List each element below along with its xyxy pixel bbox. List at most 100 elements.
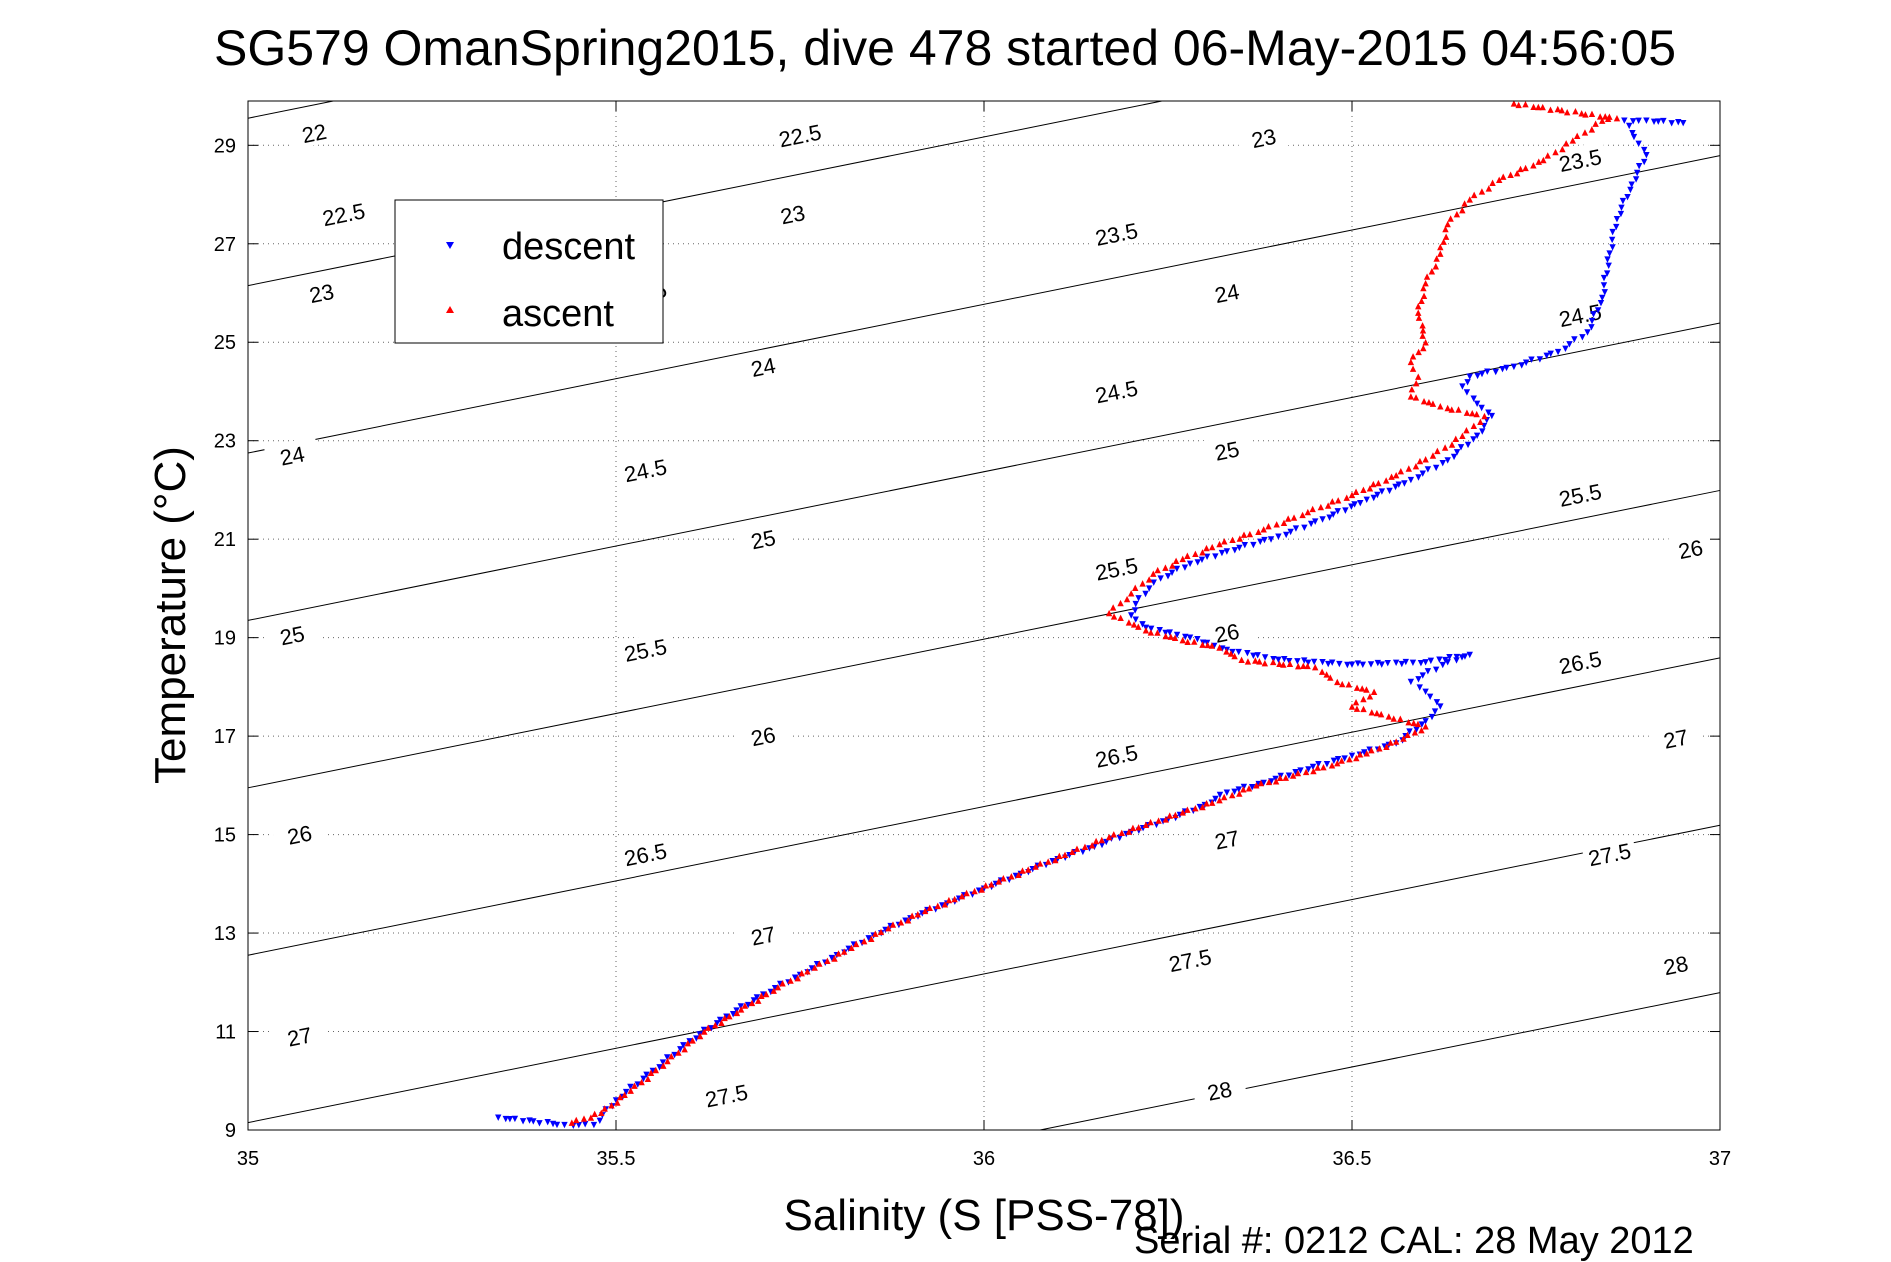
ascent-point — [1370, 688, 1378, 696]
ascent-point — [1118, 829, 1125, 837]
ascent-point — [914, 911, 921, 918]
descent-point — [1301, 657, 1308, 664]
descent-point — [1453, 449, 1461, 456]
contour-label-bg — [1161, 941, 1218, 978]
isopycnal-line — [247, 824, 1721, 1124]
descent-point — [1244, 649, 1251, 657]
ascent-point — [1461, 200, 1468, 207]
ascent-point — [1387, 739, 1394, 746]
ascent-point — [1602, 113, 1609, 120]
contour-label-bg — [1235, 119, 1292, 155]
ascent-point — [1415, 309, 1422, 316]
descent-point — [1419, 672, 1426, 679]
descent-point — [1267, 536, 1275, 543]
y-tick-label: 23 — [214, 431, 236, 453]
ascent-point — [1019, 867, 1026, 874]
ascent-point — [1320, 764, 1327, 771]
contour-label-bg — [734, 916, 792, 953]
descent-point — [1248, 783, 1256, 791]
descent-point — [519, 1118, 527, 1125]
descent-point — [1601, 289, 1608, 296]
ascent-point — [1244, 658, 1252, 665]
ascent-point — [921, 907, 929, 915]
descent-point — [1571, 336, 1578, 343]
ascent-point — [1348, 491, 1356, 499]
ascent-point — [1191, 638, 1198, 645]
ascent-point — [1352, 699, 1360, 706]
ascent-point — [1324, 502, 1332, 509]
ascent-point — [1304, 508, 1312, 516]
ascent-point — [1408, 385, 1416, 393]
ascent-point — [1125, 828, 1133, 835]
ascent-point — [668, 1052, 675, 1060]
ascent-point — [1552, 148, 1559, 156]
descent-point — [1431, 708, 1439, 715]
descent-point — [1131, 607, 1139, 614]
descent-point — [640, 1075, 647, 1083]
ascent-point — [811, 964, 818, 971]
descent-point — [1439, 460, 1446, 467]
ascent-point — [1588, 110, 1596, 117]
descent-point — [1635, 117, 1642, 125]
descent-point — [1407, 678, 1415, 686]
ascent-point — [1203, 800, 1210, 807]
ascent-point — [1129, 824, 1137, 832]
ascent-point — [1318, 668, 1326, 675]
descent-point — [1594, 307, 1602, 314]
descent-point — [1609, 228, 1616, 236]
y-tick-label: 13 — [214, 923, 236, 945]
ascent-point — [1592, 120, 1599, 127]
ascent-point — [1370, 480, 1377, 488]
ascent-point — [1139, 580, 1146, 587]
descent-point — [1413, 726, 1420, 733]
descent-point — [1407, 476, 1415, 484]
ascent-point — [1437, 403, 1444, 410]
ascent-point — [1415, 348, 1422, 356]
ascent-point — [1052, 856, 1059, 864]
x-tick-label: 36 — [973, 1148, 995, 1170]
ascent-point — [1404, 731, 1411, 739]
ascent-point — [1513, 170, 1521, 177]
descent-point — [1348, 661, 1356, 668]
y-axis-label: Temperature (°C) — [146, 446, 195, 784]
descent-point — [1432, 464, 1440, 472]
ascent-point — [1309, 505, 1316, 513]
descent-point — [1342, 507, 1349, 514]
contour-label: 23 — [1249, 124, 1278, 153]
descent-point — [1625, 122, 1633, 130]
descent-point — [1344, 661, 1351, 669]
descent-point — [1186, 634, 1194, 641]
descent-point — [1417, 659, 1425, 667]
contour-label: 23 — [307, 279, 336, 308]
contour-label: 23 — [778, 200, 807, 229]
descent-point — [753, 994, 761, 1001]
ascent-point — [1434, 447, 1441, 455]
descent-point — [1147, 625, 1155, 633]
ascent-point — [1300, 662, 1307, 670]
ascent-point — [1265, 778, 1273, 786]
chart-title: SG579 OmanSpring2015, dive 478 started 0… — [214, 20, 1676, 76]
ascent-point — [1358, 685, 1366, 692]
contour-label-bg — [1088, 549, 1145, 586]
ascent-point — [1280, 519, 1288, 526]
descent-point — [649, 1067, 656, 1075]
ascent-point — [1596, 113, 1604, 120]
descent-point — [1485, 409, 1492, 416]
ascent-point — [1216, 796, 1223, 804]
descent-point — [1424, 668, 1432, 675]
ascent-point — [1466, 196, 1473, 203]
ascent-point — [718, 1019, 725, 1027]
ascent-point — [1411, 729, 1419, 736]
descent-point — [1309, 763, 1317, 771]
ascent-point — [951, 895, 958, 903]
contour-label: 24 — [749, 353, 778, 382]
ascent-point — [627, 1087, 634, 1094]
descent-point — [828, 954, 836, 962]
ascent-point — [631, 1082, 638, 1089]
descent-point — [671, 1051, 678, 1059]
ascent-point — [1473, 410, 1480, 418]
descent-point — [1619, 197, 1627, 205]
descent-point — [1609, 244, 1616, 251]
ascent-point — [1015, 871, 1022, 878]
ascent-point — [1334, 497, 1342, 504]
